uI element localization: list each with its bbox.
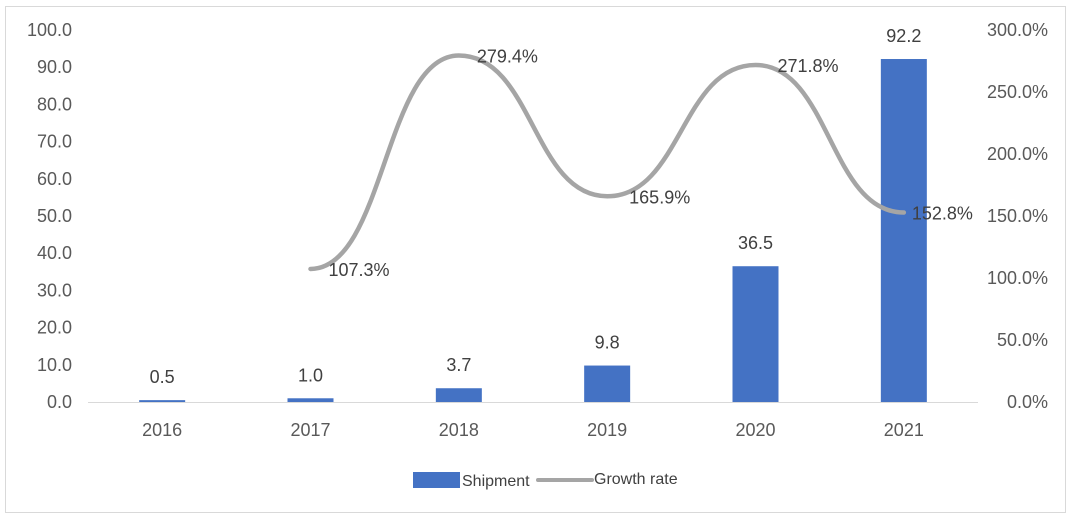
x-tick-label: 2016 <box>142 420 182 440</box>
bar-shipment <box>880 59 927 403</box>
growth-rate-data-label: 279.4% <box>477 47 538 67</box>
y-left-tick-label: 20.0 <box>37 318 72 338</box>
bar-data-label: 1.0 <box>298 365 323 385</box>
y-right-tick-label: 250.0% <box>987 82 1048 102</box>
y-left-tick-label: 10.0 <box>37 355 72 375</box>
y-left-tick-label: 40.0 <box>37 243 72 263</box>
y-left-tick-label: 50.0 <box>37 206 72 226</box>
growth-rate-data-label: 107.3% <box>329 260 390 280</box>
legend: Shipment Growth rate <box>413 471 678 490</box>
y-left-tick-label: 80.0 <box>37 94 72 114</box>
y-right-tick-label: 100.0% <box>987 268 1048 288</box>
y-left-tick-label: 90.0 <box>37 57 72 77</box>
bar-shipment <box>139 400 186 402</box>
growth-rate-line <box>308 53 907 272</box>
x-tick-label: 2020 <box>735 420 775 440</box>
bar-shipment <box>435 388 482 402</box>
bar-shipment <box>732 266 779 402</box>
data-labels-layer: 0.5 1.0 3.7 9.8 36.5 92.2 107.3% 279.4% 165.9% 27… <box>150 26 973 387</box>
growth-rate-data-label: 165.9% <box>629 187 690 207</box>
legend-label-growth-rate: Growth rate <box>594 471 678 488</box>
x-tick-label: 2018 <box>439 420 479 440</box>
bar-shipment <box>584 365 631 402</box>
bar-shipment <box>287 398 334 402</box>
bar-data-label: 3.7 <box>446 355 471 375</box>
y-right-tick-label: 300.0% <box>987 20 1048 40</box>
axes-layer: 0.0 10.0 20.0 30.0 40.0 50.0 60.0 70.0 80.0 90.0 1… <box>27 20 1048 440</box>
y-left-tick-label: 70.0 <box>37 132 72 152</box>
y-right-tick-label: 50.0% <box>997 330 1048 350</box>
y-right-tick-label: 200.0% <box>987 144 1048 164</box>
bar-data-label: 9.8 <box>595 333 620 353</box>
x-tick-label: 2019 <box>587 420 627 440</box>
y-right-tick-label: 0.0% <box>1007 392 1048 412</box>
growth-line-layer <box>308 53 907 272</box>
bars-layer <box>139 59 927 403</box>
growth-rate-data-label: 152.8% <box>912 204 973 224</box>
legend-swatch-shipment <box>413 472 460 488</box>
y-right-tick-label: 150.0% <box>987 206 1048 226</box>
growth-rate-data-label: 271.8% <box>778 56 839 76</box>
bar-data-label: 0.5 <box>150 367 175 387</box>
x-tick-label: 2017 <box>290 420 330 440</box>
y-left-tick-label: 100.0 <box>27 20 72 40</box>
y-left-tick-label: 30.0 <box>37 280 72 300</box>
bar-data-label: 36.5 <box>738 233 773 253</box>
y-left-tick-label: 60.0 <box>37 169 72 189</box>
legend-label-shipment: Shipment <box>462 473 530 490</box>
y-left-tick-label: 0.0 <box>47 392 72 412</box>
bar-data-label: 92.2 <box>886 26 921 46</box>
x-tick-label: 2021 <box>884 420 924 440</box>
